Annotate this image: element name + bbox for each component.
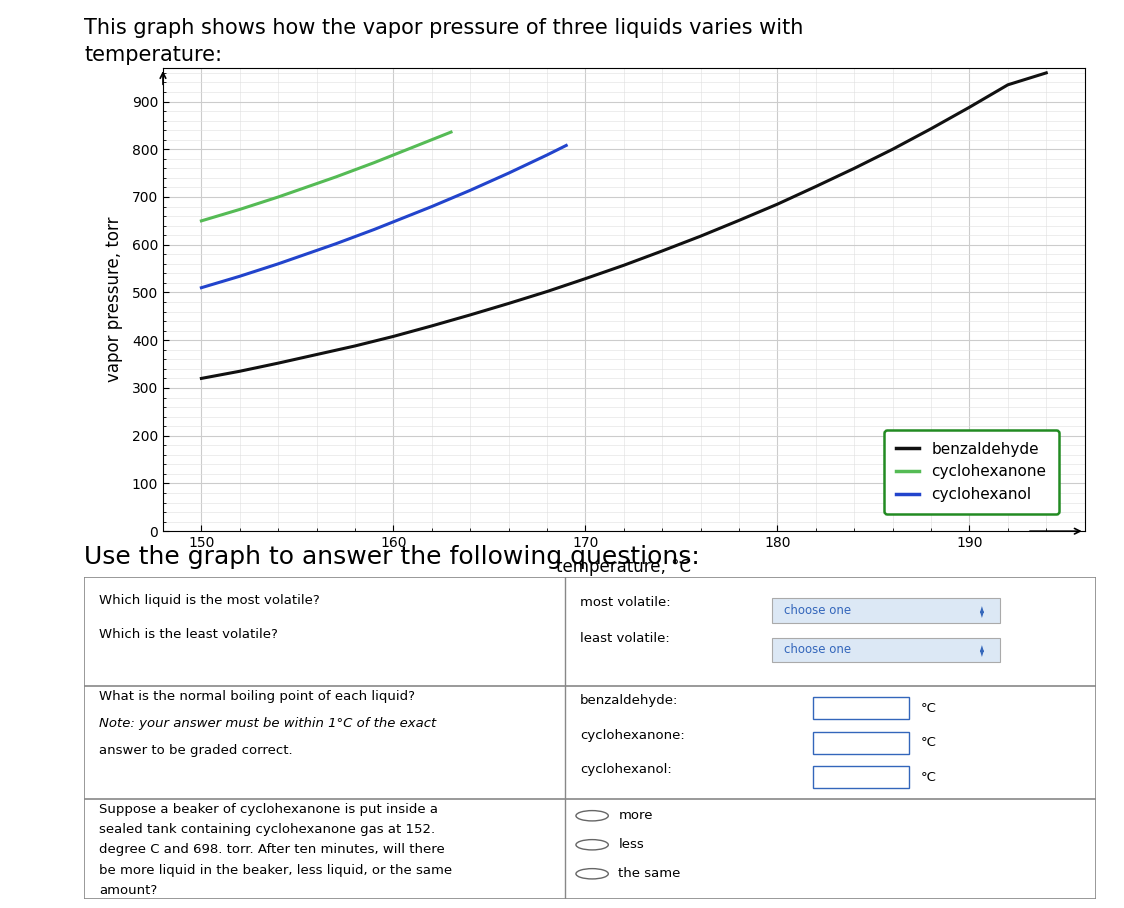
Text: amount?: amount? <box>99 884 157 897</box>
Bar <box>813 766 908 788</box>
Legend: benzaldehyde, cyclohexanone, cyclohexanol: benzaldehyde, cyclohexanone, cyclohexano… <box>883 429 1059 514</box>
Bar <box>813 697 908 719</box>
Text: least volatile:: least volatile: <box>580 632 670 645</box>
Text: be more liquid in the beaker, less liquid, or the same: be more liquid in the beaker, less liqui… <box>99 864 453 877</box>
Text: temperature:: temperature: <box>84 45 223 65</box>
Text: choose one: choose one <box>785 604 852 617</box>
Bar <box>772 598 1000 623</box>
Text: °C: °C <box>921 736 936 749</box>
X-axis label: temperature, °C: temperature, °C <box>556 558 691 577</box>
Text: What is the normal boiling point of each liquid?: What is the normal boiling point of each… <box>99 690 416 703</box>
Text: °C: °C <box>921 771 936 784</box>
Text: less: less <box>618 838 644 852</box>
Text: more: more <box>618 809 653 823</box>
Text: Use the graph to answer the following questions:: Use the graph to answer the following qu… <box>84 545 700 568</box>
Text: Which is the least volatile?: Which is the least volatile? <box>99 628 279 641</box>
Text: choose one: choose one <box>785 643 852 656</box>
Text: cyclohexanol:: cyclohexanol: <box>580 764 672 776</box>
Text: degree C and 698. torr. After ten minutes, will there: degree C and 698. torr. After ten minute… <box>99 844 445 856</box>
Text: cyclohexanone:: cyclohexanone: <box>580 729 685 742</box>
Text: ◄►: ◄► <box>978 643 987 656</box>
Bar <box>772 637 1000 662</box>
Text: Note: your answer must be within 1°C of the exact: Note: your answer must be within 1°C of … <box>99 716 437 730</box>
Text: answer to be graded correct.: answer to be graded correct. <box>99 745 293 757</box>
Text: Which liquid is the most volatile?: Which liquid is the most volatile? <box>99 595 320 607</box>
Text: most volatile:: most volatile: <box>580 596 671 609</box>
Text: This graph shows how the vapor pressure of three liquids varies with: This graph shows how the vapor pressure … <box>84 18 804 38</box>
Text: the same: the same <box>618 867 681 880</box>
Text: ◄►: ◄► <box>978 604 987 617</box>
Y-axis label: vapor pressure, torr: vapor pressure, torr <box>106 217 124 382</box>
Bar <box>813 732 908 754</box>
Text: sealed tank containing cyclohexanone gas at 152.: sealed tank containing cyclohexanone gas… <box>99 824 436 836</box>
Text: Suppose a beaker of cyclohexanone is put inside a: Suppose a beaker of cyclohexanone is put… <box>99 803 438 816</box>
Text: benzaldehyde:: benzaldehyde: <box>580 695 679 707</box>
Text: °C: °C <box>921 702 936 715</box>
